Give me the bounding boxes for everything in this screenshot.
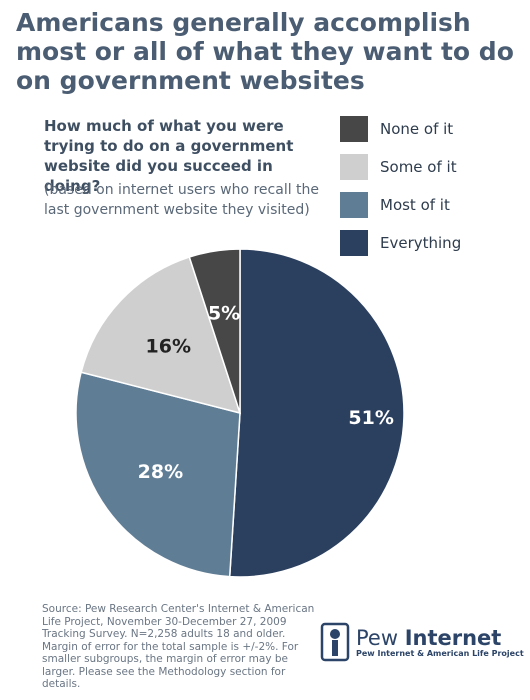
legend-label: Most of it — [380, 196, 450, 214]
slice-label: 5% — [208, 303, 240, 325]
source-note: Source: Pew Research Center's Internet &… — [42, 603, 315, 690]
chart-question: How much of what you were trying to do o… — [44, 117, 294, 195]
legend-swatch — [340, 116, 368, 142]
pie-chart: 51% 28% 16% 5% — [75, 248, 405, 578]
pew-logo-icon — [320, 622, 350, 662]
chart-note: (based on internet users who recall the … — [44, 182, 320, 218]
legend-item: Most of it — [340, 186, 461, 224]
pie-slice — [75, 371, 241, 578]
pie-slice — [228, 248, 405, 578]
chart-title: Americans generally accomplish most or a… — [16, 8, 514, 95]
slice-label: 51% — [348, 407, 393, 429]
slice-label: 28% — [138, 461, 183, 483]
pie-slice — [80, 256, 242, 415]
legend-label: None of it — [380, 120, 454, 138]
legend-swatch — [340, 154, 368, 180]
legend-item: Some of it — [340, 148, 461, 186]
logo-subtitle: Pew Internet & American Life Project — [356, 648, 524, 658]
legend-swatch — [340, 230, 368, 256]
legend-label: Everything — [380, 234, 462, 252]
pew-internet-logo: Pew Internet Pew Internet & American Lif… — [320, 622, 524, 662]
legend-item: Everything — [340, 224, 461, 262]
legend-label: Some of it — [380, 158, 457, 176]
logo-text: Pew Internet — [356, 625, 502, 650]
legend: None of it Some of it Most of it Everyth… — [340, 110, 461, 262]
slice-label: 16% — [146, 336, 191, 358]
legend-swatch — [340, 192, 368, 218]
pie-slice — [188, 248, 241, 414]
legend-item: None of it — [340, 110, 461, 148]
